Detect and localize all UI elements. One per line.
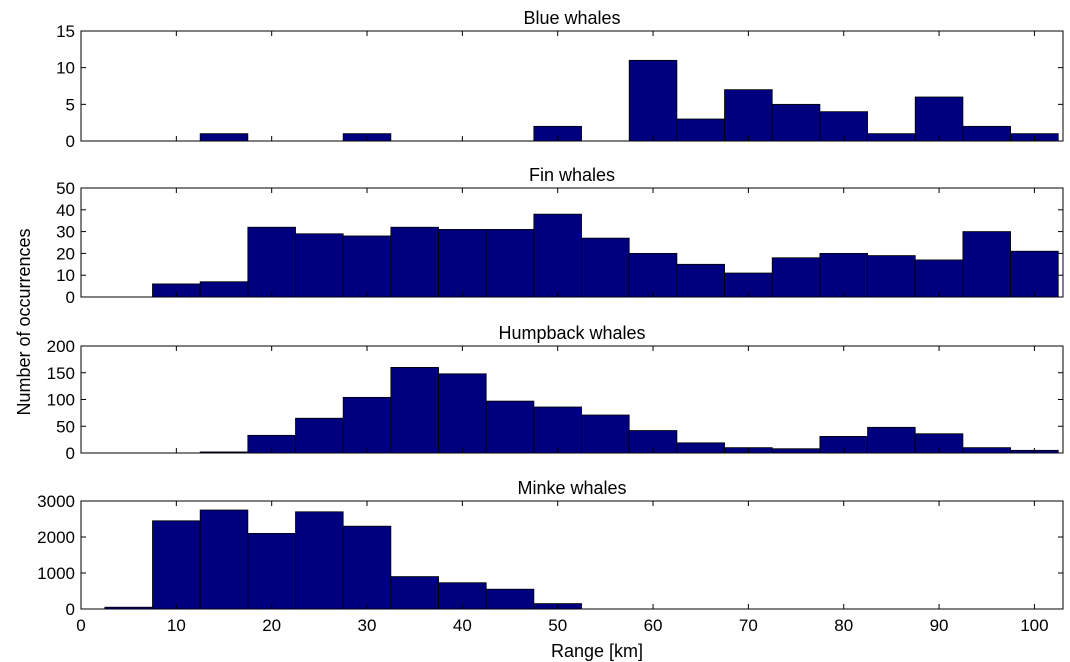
histogram-bar <box>295 233 344 298</box>
histogram-bar <box>867 133 916 142</box>
histogram-bar <box>867 255 916 298</box>
histogram-bar <box>342 235 392 298</box>
histogram-bar <box>533 406 582 454</box>
blue-panel-title: Blue whales <box>523 8 620 28</box>
histogram-bar <box>342 396 392 454</box>
fin-panel-title: Fin whales <box>529 165 615 185</box>
histogram-bar <box>581 414 630 454</box>
fin-whales-panel: Fin whales 0 10 20 30 40 50 <box>56 165 1064 307</box>
histogram-bar <box>199 509 249 610</box>
blue-whales-panel: Blue whales 0 5 10 15 <box>56 8 1064 151</box>
histogram-bar <box>914 259 964 298</box>
histogram-bar <box>295 417 344 454</box>
y-tick-label: 10 <box>56 59 75 78</box>
histogram-bar <box>199 133 249 142</box>
histogram-bar <box>485 400 535 454</box>
histogram-bar <box>628 252 678 298</box>
x-tick-label: 90 <box>930 616 949 635</box>
histogram-bar <box>390 366 439 454</box>
blue-axes-frame <box>80 30 1064 142</box>
y-tick-label: 0 <box>66 600 75 619</box>
histogram-bar <box>438 373 487 454</box>
histogram-bar <box>295 511 344 610</box>
y-tick-label: 1000 <box>37 564 75 583</box>
humpback-panel-title: Humpback whales <box>498 323 645 343</box>
y-tick-label: 5 <box>66 95 75 114</box>
y-tick-label: 15 <box>56 22 75 41</box>
y-tick-label: 100 <box>47 391 75 410</box>
histogram-bar <box>1010 250 1059 298</box>
histogram-bar <box>247 533 296 610</box>
histogram-bar <box>533 213 582 298</box>
y-tick-label: 3000 <box>37 492 75 511</box>
x-tick-label: 30 <box>358 616 377 635</box>
histogram-bar <box>771 103 821 142</box>
x-tick-label: 0 <box>76 616 85 635</box>
y-tick-label: 0 <box>66 132 75 151</box>
y-tick-label: 0 <box>66 444 75 463</box>
histogram-bar <box>485 588 535 610</box>
y-tick-label: 20 <box>56 244 75 263</box>
x-tick-label: 40 <box>453 616 472 635</box>
y-tick-label: 30 <box>56 223 75 242</box>
histogram-bar <box>962 231 1011 298</box>
histogram-bar <box>962 125 1011 142</box>
x-tick-label: 70 <box>739 616 758 635</box>
y-tick-label: 50 <box>56 417 75 436</box>
x-tick-label: 20 <box>262 616 281 635</box>
histogram-bar <box>819 252 868 298</box>
minke-panel-title: Minke whales <box>517 478 626 498</box>
histogram-bar <box>962 447 1011 454</box>
histogram-bar <box>199 451 249 454</box>
histogram-bar <box>485 229 535 298</box>
x-tick-label: 80 <box>834 616 853 635</box>
y-tick-label: 200 <box>47 337 75 356</box>
y-axis-label: Number of occurrences <box>14 228 34 415</box>
histogram-bar <box>676 118 725 142</box>
x-tick-label: 100 <box>1020 616 1048 635</box>
x-tick-label: 10 <box>167 616 186 635</box>
histogram-bar <box>867 426 916 454</box>
minke-whales-panel: Minke whales 0 1000 2000 3000 0 10 20 30 40 50 60 70… <box>37 478 1064 635</box>
histogram-bar <box>771 448 821 454</box>
histogram-bar <box>676 442 725 454</box>
histogram-bar <box>152 520 201 610</box>
histogram-bar <box>771 257 821 298</box>
histogram-bar <box>199 281 249 298</box>
x-tick-label: 60 <box>644 616 663 635</box>
humpback-whales-panel: Humpback whales 0 50 100 150 200 <box>47 323 1064 463</box>
histogram-bar <box>724 89 773 142</box>
y-tick-label: 50 <box>56 179 75 198</box>
histogram-bar <box>581 237 630 298</box>
x-tick-label: 50 <box>548 616 567 635</box>
histogram-bar <box>390 226 439 298</box>
histogram-bar <box>438 229 487 298</box>
histogram-bar <box>247 226 296 298</box>
y-tick-label: 150 <box>47 364 75 383</box>
histogram-bar <box>676 263 725 298</box>
y-tick-label: 0 <box>66 288 75 307</box>
x-axis-label: Range [km] <box>551 641 643 661</box>
y-tick-label: 10 <box>56 266 75 285</box>
histogram-bar <box>914 96 964 142</box>
histogram-bar <box>628 59 678 142</box>
histogram-bar <box>390 576 439 610</box>
histogram-bar <box>104 606 153 610</box>
histogram-bar <box>342 525 392 610</box>
y-tick-label: 40 <box>56 201 75 220</box>
y-tick-label: 2000 <box>37 528 75 547</box>
